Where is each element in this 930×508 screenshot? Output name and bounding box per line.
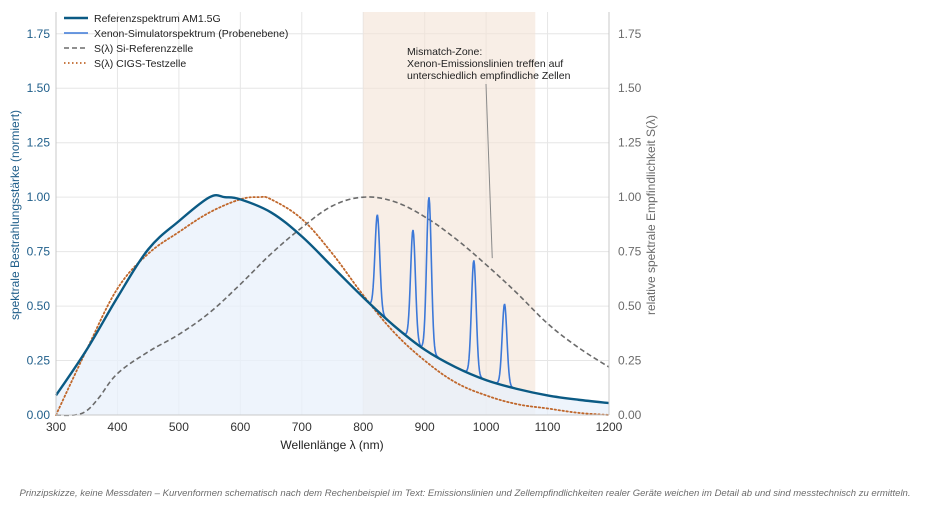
y-tick-label-right: 1.25 <box>618 136 642 150</box>
cigs-response-line <box>55 195 610 416</box>
tick-labels: 300 400 500 600 700 800 900 1000 1100 12000.000.2… <box>27 27 642 434</box>
y-tick-label-right: 1.00 <box>618 190 642 204</box>
xenon-peak <box>463 260 485 380</box>
annotation-line-2: Xenon-Emissionslinien treffen auf <box>407 58 563 70</box>
x-tick-label: 600 <box>230 420 250 434</box>
plot-area <box>55 193 610 417</box>
x-tick-label: 1200 <box>596 420 623 434</box>
y-tick-label-right: 1.75 <box>618 27 642 41</box>
axes <box>55 12 610 416</box>
y-axis-label-right: relative spektrale Empfindlichkeit S(λ) <box>644 115 658 315</box>
y-tick-label-left: 1.00 <box>27 190 51 204</box>
x-tick-label: 1100 <box>535 420 561 434</box>
y-tick-label-left: 1.25 <box>27 136 51 150</box>
annotation-line-3: unterschiedlich empfindliche Zellen <box>407 70 571 82</box>
y-tick-label-left: 0.00 <box>27 408 51 422</box>
x-tick-label: 400 <box>107 420 127 434</box>
legend-label-xenon: Xenon-Simulatorspektrum (Probenebene) <box>94 28 288 40</box>
x-tick-label: 1000 <box>473 420 500 434</box>
x-tick-label: 800 <box>353 420 373 434</box>
x-axis-label: Wellenlänge λ (nm) <box>280 438 383 452</box>
legend: Referenzspektrum AM1.5G Xenon-Simulators… <box>64 13 288 70</box>
y-tick-label-right: 0.75 <box>618 245 642 259</box>
y-tick-label-right: 0.00 <box>618 408 642 422</box>
y-tick-label-left: 1.50 <box>27 81 51 95</box>
y-tick-label-right: 0.25 <box>618 354 642 368</box>
xenon-peak <box>493 303 515 389</box>
y-tick-label-left: 1.75 <box>27 27 51 41</box>
legend-label-si: S(λ) Si-Referenzzelle <box>94 43 193 55</box>
annotation-line-1: Mismatch-Zone: <box>407 46 482 58</box>
xenon-peak <box>418 197 440 359</box>
y-tick-label-left: 0.25 <box>27 354 51 368</box>
legend-label-cigs: S(λ) CIGS-Testzelle <box>94 58 186 70</box>
x-tick-label: 300 <box>46 420 66 434</box>
am15g-line <box>55 193 610 405</box>
x-tick-label: 900 <box>415 420 435 434</box>
am15g-area-fill <box>56 195 609 415</box>
legend-label-am15g: Referenzspektrum AM1.5G <box>94 13 221 25</box>
y-tick-label-left: 0.75 <box>27 245 51 259</box>
y-tick-label-right: 1.50 <box>618 81 642 95</box>
xenon-peak <box>402 229 424 349</box>
chart-caption: Prinzipskizze, keine Messdaten – Kurvenf… <box>19 488 911 499</box>
x-tick-label: 500 <box>169 420 189 434</box>
si-response-line <box>55 196 610 417</box>
y-tick-label-left: 0.50 <box>27 299 51 313</box>
y-axis-label-left: spektrale Bestrahlungsstärke (normiert) <box>8 110 22 320</box>
mismatch-annotation: Mismatch-Zone: Xenon-Emissionslinien tre… <box>407 46 571 259</box>
annotation-pointer <box>485 83 493 259</box>
x-tick-label: 700 <box>292 420 312 434</box>
y-tick-label-right: 0.50 <box>618 299 642 313</box>
